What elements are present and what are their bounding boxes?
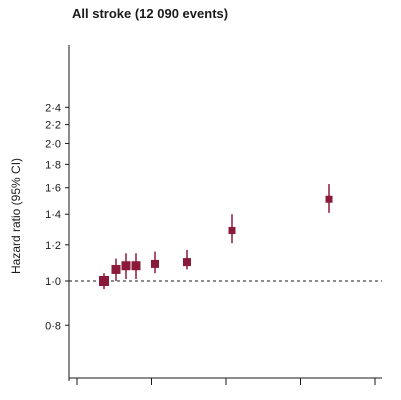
hazard-ratio-marker (228, 226, 236, 234)
y-tick-label: 0·8 (45, 320, 61, 332)
y-tick-label: 1·4 (45, 209, 61, 221)
axes: 0·8 1·0 1·2 1·4 1·6 1·8 2·0 2·2 2·4 (45, 45, 382, 385)
y-tick-label: 1·2 (45, 240, 61, 252)
data-marks (99, 184, 333, 290)
hazard-ratio-marker (131, 261, 141, 271)
y-tick-label: 2·2 (45, 120, 61, 132)
y-tick-label: 2·4 (45, 102, 61, 114)
hazard-ratio-marker (151, 259, 159, 268)
hazard-ratio-marker (183, 258, 191, 267)
y-axis-label: Hazard ratio (95% CI) (9, 158, 23, 274)
hazard-ratio-marker (99, 276, 109, 286)
hazard-ratio-marker (121, 261, 131, 271)
y-tick-label: 1·8 (45, 159, 61, 171)
chart-title: All stroke (12 090 events) (72, 6, 228, 21)
y-tick-label: 2·0 (45, 138, 61, 150)
y-tick-label: 1·6 (45, 183, 61, 195)
hazard-ratio-marker (325, 195, 333, 203)
y-tick-label: 1·0 (45, 276, 61, 288)
hazard-ratio-marker (111, 264, 121, 274)
